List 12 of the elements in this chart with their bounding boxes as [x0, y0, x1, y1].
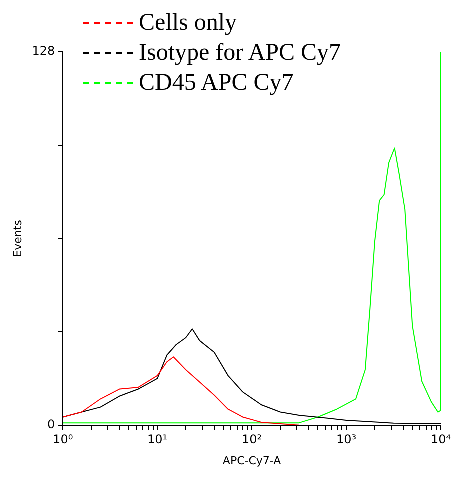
- x-tick-label: 10⁴: [430, 432, 452, 447]
- y-tick-label: 0: [47, 418, 56, 432]
- legend-label: CD45 APC Cy7: [139, 69, 294, 98]
- y-tick-label: 128: [32, 44, 56, 58]
- legend-label: Isotype for APC Cy7: [139, 39, 342, 68]
- x-tick-label: 10¹: [148, 432, 168, 447]
- legend-label: Cells only: [139, 9, 238, 38]
- x-tick-label: 10⁰: [53, 432, 74, 447]
- x-tick-label: 10³: [336, 432, 357, 447]
- y-axis-title: Events: [11, 220, 24, 258]
- x-axis-title: APC-Cy7-A: [222, 454, 282, 468]
- x-tick-label: 10²: [242, 432, 262, 447]
